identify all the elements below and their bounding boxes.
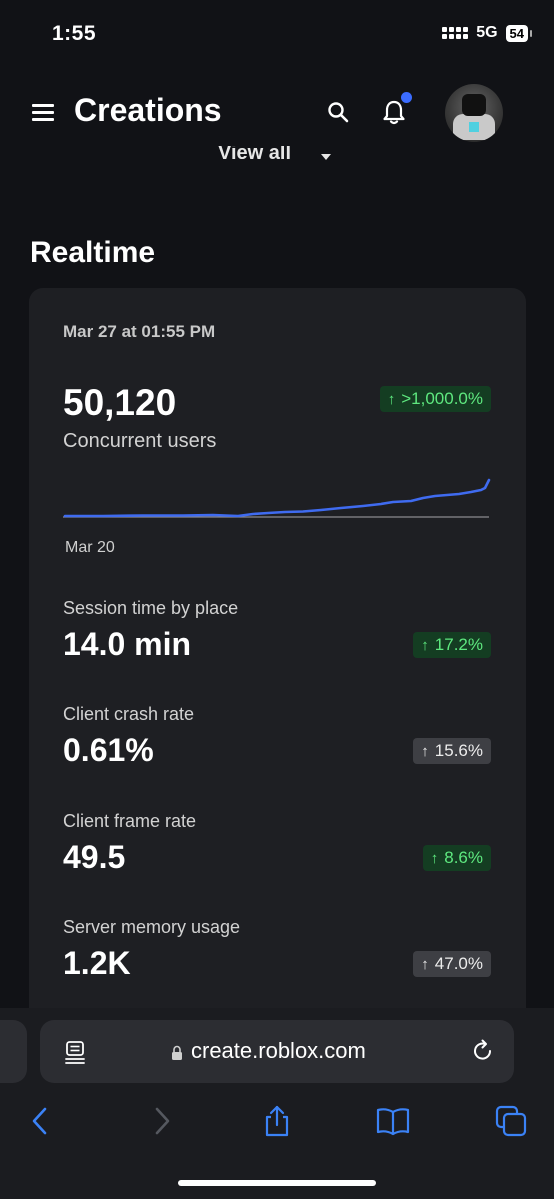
section-title-realtime: Realtime: [30, 236, 156, 269]
metric-change-session-time: 17.2%: [434, 635, 483, 654]
metric-value-session-time: 14.0 min: [63, 626, 192, 662]
lock-icon: [172, 1045, 182, 1060]
metric-change-crash-rate: 15.6%: [434, 741, 483, 760]
metric-label-session-time: Session time by place: [63, 598, 239, 618]
page-title: Creations: [74, 92, 222, 128]
concurrent-users-label: Concurrent users: [63, 430, 217, 452]
signal-icon: [442, 27, 469, 39]
metric-badge-frame-rate: ↑ 8.6%: [422, 845, 491, 871]
card-date: Mar 27 at 01:55 PM: [63, 322, 216, 341]
concurrent-users-sparkline: [63, 478, 491, 518]
status-time: 1:55: [52, 22, 97, 45]
metric-label-frame-rate: Client frame rate: [63, 811, 197, 831]
forward-icon[interactable]: [144, 1104, 178, 1138]
network-type: 5G: [476, 24, 498, 41]
tabs-icon[interactable]: [494, 1104, 528, 1138]
metric-value-crash-rate: 0.61%: [63, 732, 154, 768]
concurrent-users-change-badge: ↑ >1,000.0%: [379, 386, 491, 412]
hamburger-menu-icon[interactable]: [32, 104, 54, 121]
metric-badge-crash-rate: ↑ 15.6%: [413, 738, 491, 764]
metric-badge-server-memory: ↑ 47.0%: [413, 951, 491, 977]
previous-tab-preview[interactable]: [0, 1020, 27, 1083]
metric-badge-session-time: ↑ 17.2%: [413, 632, 491, 658]
home-indicator: [178, 1180, 376, 1186]
chevron-down-icon[interactable]: [321, 154, 331, 160]
search-icon[interactable]: [326, 100, 350, 124]
app-header: Creations: [0, 80, 554, 146]
address-bar[interactable]: create.roblox.com: [40, 1020, 514, 1083]
status-bar: 1:55 5G 54: [0, 0, 554, 70]
realtime-card: Mar 27 at 01:55 PM 50,120 Concurrent use…: [29, 288, 526, 1028]
arrow-up-icon: ↑: [430, 849, 439, 867]
browser-bottom-bar: create.roblox.com: [0, 1008, 554, 1199]
metric-value-server-memory: 1.2K: [63, 945, 131, 981]
share-icon[interactable]: [260, 1104, 294, 1138]
arrow-up-icon: ↑: [387, 390, 396, 408]
reload-icon[interactable]: [470, 1038, 496, 1064]
metric-value-frame-rate: 49.5: [63, 839, 126, 875]
bell-icon[interactable]: [381, 98, 407, 126]
page-menu-icon[interactable]: [64, 1040, 86, 1064]
arrow-up-icon: ↑: [421, 742, 429, 760]
status-indicators: 5G 54: [442, 24, 533, 42]
bookmarks-icon[interactable]: [376, 1104, 410, 1138]
back-icon[interactable]: [24, 1104, 58, 1138]
url-text: create.roblox.com: [191, 1038, 366, 1063]
chart-x-label: Mar 20: [65, 539, 115, 556]
concurrent-users-value: 50,120: [63, 382, 177, 423]
battery-icon: 54: [505, 24, 533, 42]
avatar[interactable]: [445, 84, 503, 142]
metric-change-frame-rate: 8.6%: [444, 848, 483, 867]
metric-label-server-memory: Server memory usage: [63, 917, 241, 937]
arrow-up-icon: ↑: [421, 955, 429, 973]
notification-dot: [401, 92, 412, 103]
view-all-link[interactable]: View all: [218, 146, 292, 162]
arrow-up-icon: ↑: [421, 636, 429, 654]
concurrent-users-change: >1,000.0%: [401, 389, 483, 408]
metric-label-crash-rate: Client crash rate: [63, 704, 195, 724]
metric-change-server-memory: 47.0%: [434, 954, 483, 973]
